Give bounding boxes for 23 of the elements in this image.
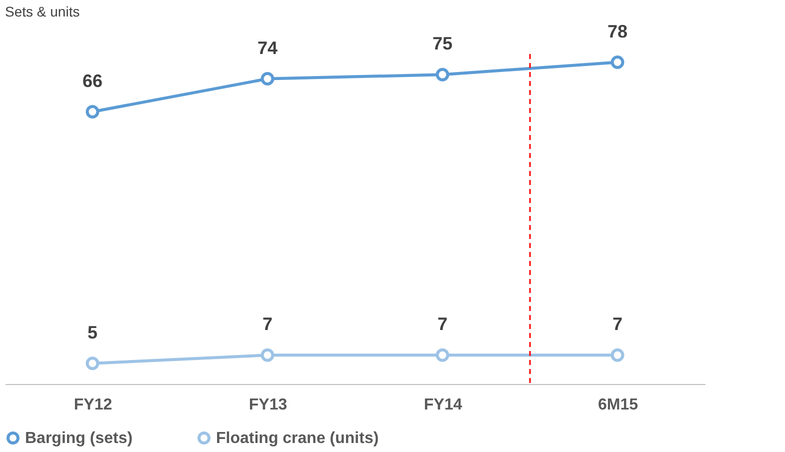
point (610, 56, 624, 69)
data-label: 7 (262, 314, 273, 334)
legend-label: Floating crane (units) (216, 430, 379, 447)
data-label: 75 (432, 34, 453, 54)
point (610, 348, 624, 362)
point (86, 356, 100, 370)
x-tick-label: FY14 (424, 396, 462, 414)
data-label: 7 (437, 314, 448, 334)
data-label: 66 (82, 70, 103, 91)
chart-title: Sets & units (5, 3, 80, 20)
x-tick-label: FY13 (248, 396, 288, 414)
legend-label: Barging (sets) (25, 430, 133, 447)
point (436, 68, 450, 82)
point (86, 105, 100, 118)
point (436, 348, 450, 362)
data-label: 5 (87, 322, 98, 342)
x-tick-label: FY12 (74, 396, 112, 414)
data-label: 7 (612, 314, 623, 334)
point (260, 348, 274, 362)
data-label: 74 (257, 38, 278, 58)
data-label: 78 (607, 21, 628, 42)
point (260, 72, 274, 86)
x-tick-label: 6M15 (598, 396, 638, 414)
